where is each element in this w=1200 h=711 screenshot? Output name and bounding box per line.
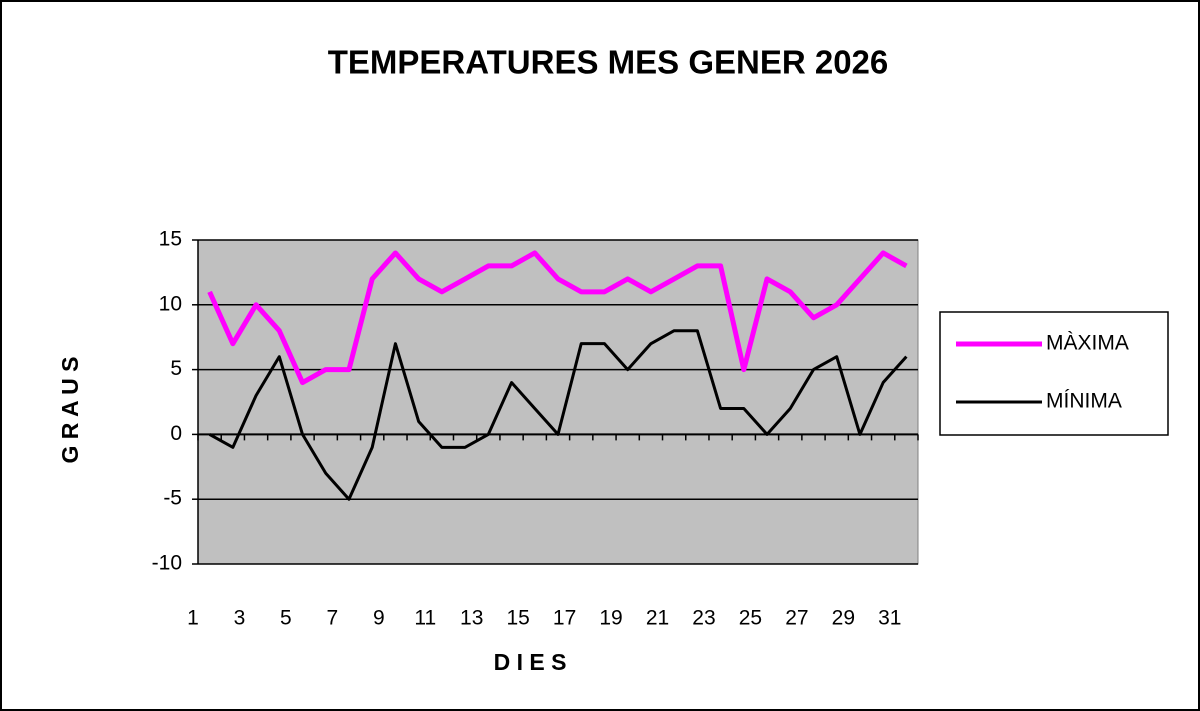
x-tick-label: 13 xyxy=(460,607,483,630)
y-tick-label: -10 xyxy=(152,552,182,575)
x-tick-label: 11 xyxy=(414,607,436,630)
legend-label: MÍNIMA xyxy=(1046,390,1122,413)
x-tick-label: 25 xyxy=(739,607,762,630)
y-tick-label: 15 xyxy=(159,228,182,251)
y-tick-label: 10 xyxy=(159,292,182,315)
x-tick-label: 15 xyxy=(506,607,529,630)
x-tick-label: 3 xyxy=(234,607,246,630)
y-tick-label: 0 xyxy=(170,422,182,445)
y-tick-label: 5 xyxy=(170,357,182,380)
x-tick-label: 5 xyxy=(280,607,292,630)
legend-box xyxy=(939,311,1169,436)
legend-label: MÀXIMA xyxy=(1046,332,1129,355)
series-line xyxy=(208,329,908,501)
y-axis-label: G R A U S xyxy=(57,357,83,464)
x-tick-label: 23 xyxy=(692,607,715,630)
x-tick-label: 31 xyxy=(878,607,901,630)
x-tick-label: 19 xyxy=(599,607,622,630)
x-tick-label: 21 xyxy=(646,607,669,630)
x-tick-label: 7 xyxy=(327,607,339,630)
x-tick-label: 27 xyxy=(785,607,808,630)
x-tick-label: 9 xyxy=(373,607,385,630)
y-tick-label: -5 xyxy=(163,487,182,510)
chart-title: TEMPERATURES MES GENER 2026 xyxy=(328,44,889,81)
x-tick-label: 1 xyxy=(187,607,199,630)
x-axis-label: D I E S xyxy=(494,649,567,675)
plot-area xyxy=(197,239,919,565)
x-tick-label: 29 xyxy=(832,607,855,630)
series-line xyxy=(207,250,908,386)
x-tick-label: 17 xyxy=(553,607,576,630)
